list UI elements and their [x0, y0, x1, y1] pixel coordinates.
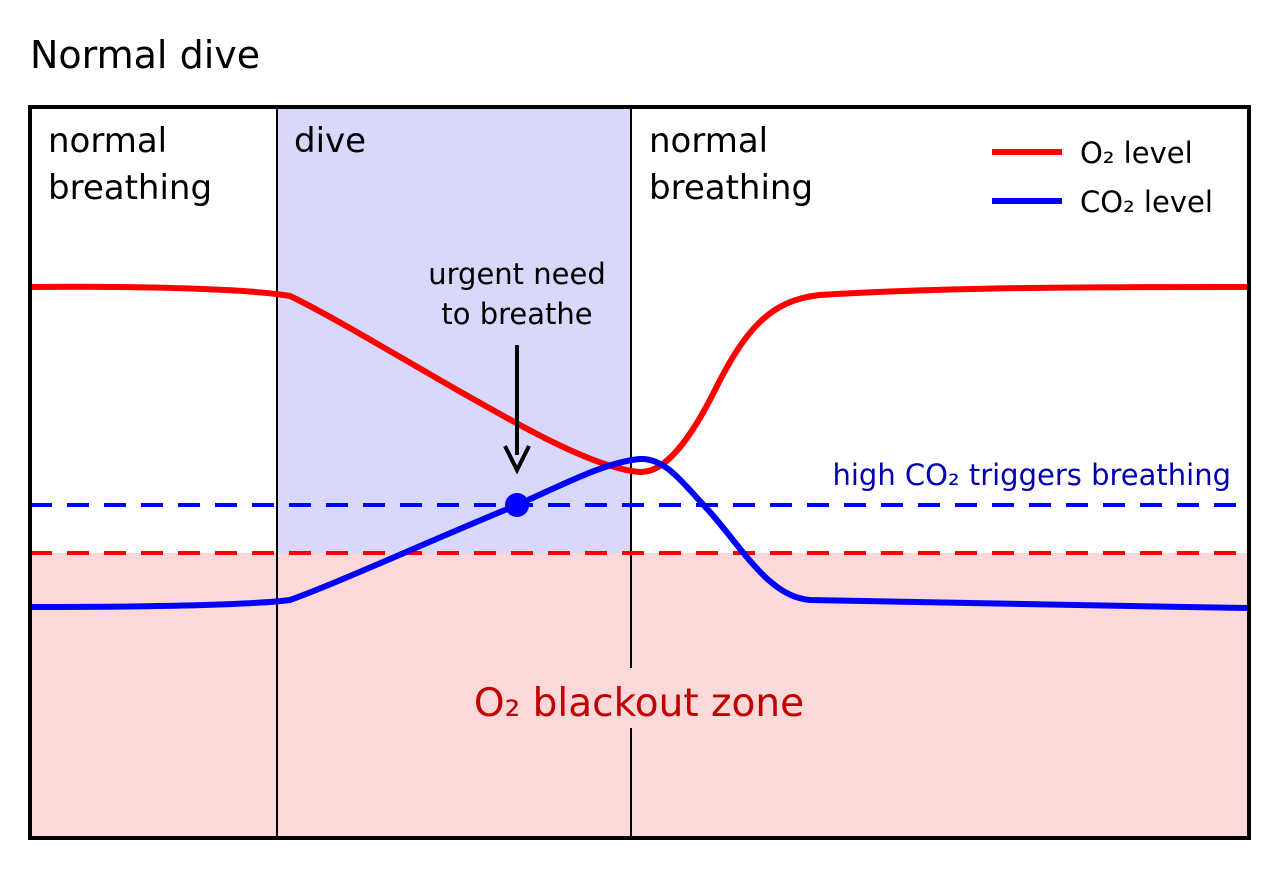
phase-label-before-line2: breathing [48, 168, 212, 208]
diagram-title: Normal dive [30, 33, 260, 77]
phase-label-after-line1: normal [649, 121, 768, 161]
phase-label-after-line2: breathing [649, 168, 813, 208]
legend-co2-label: CO₂ level [1080, 185, 1213, 219]
urgent-need-label-line1: urgent need [428, 257, 605, 291]
legend-o2-label: O₂ level [1080, 136, 1193, 170]
urgent-need-marker [505, 493, 529, 517]
diagram-frame [28, 105, 1251, 840]
phase-label-dive: dive [294, 121, 366, 161]
blackout-zone-region [30, 553, 1249, 838]
legend: O₂ level CO₂ level [992, 136, 1213, 219]
o2-level-curve [29, 283, 1250, 476]
phase-label-before-line1: normal [48, 121, 167, 161]
blackout-zone-label: O₂ blackout zone [474, 681, 804, 726]
urgent-need-label-line2: to breathe [441, 297, 592, 331]
urgent-need-arrow-head [503, 445, 531, 475]
co2-threshold-label: high CO₂ triggers breathing [832, 458, 1231, 492]
co2-level-curve [29, 455, 1250, 611]
